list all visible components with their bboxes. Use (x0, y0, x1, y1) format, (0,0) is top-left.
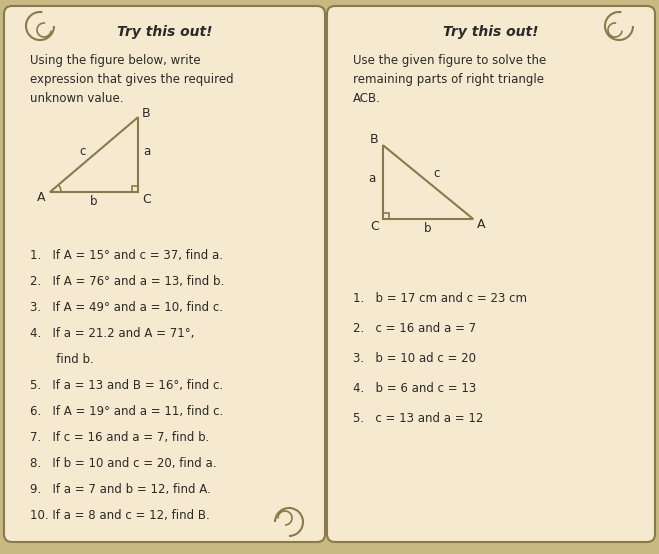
Text: 4.   b = 6 and c = 13: 4. b = 6 and c = 13 (353, 382, 476, 395)
Text: b: b (424, 222, 432, 235)
Text: 5.   c = 13 and a = 12: 5. c = 13 and a = 12 (353, 412, 483, 425)
Text: 1.   b = 17 cm and c = 23 cm: 1. b = 17 cm and c = 23 cm (353, 292, 527, 305)
Text: 2.   c = 16 and a = 7: 2. c = 16 and a = 7 (353, 322, 476, 335)
Text: find b.: find b. (30, 353, 94, 366)
Text: 5.   If a = 13 and B = 16°, find c.: 5. If a = 13 and B = 16°, find c. (30, 379, 223, 392)
FancyBboxPatch shape (4, 6, 325, 542)
Text: 7.   If c = 16 and a = 7, find b.: 7. If c = 16 and a = 7, find b. (30, 431, 210, 444)
Text: 10. If a = 8 and c = 12, find B.: 10. If a = 8 and c = 12, find B. (30, 509, 210, 522)
Text: Using the figure below, write
expression that gives the required
unknown value.: Using the figure below, write expression… (30, 54, 234, 105)
Text: 2.   If A = 76° and a = 13, find b.: 2. If A = 76° and a = 13, find b. (30, 275, 224, 288)
Text: Try this out!: Try this out! (117, 25, 212, 39)
Text: c: c (433, 167, 440, 180)
Text: A: A (37, 191, 45, 204)
Text: 3.   If A = 49° and a = 10, find c.: 3. If A = 49° and a = 10, find c. (30, 301, 223, 314)
Text: A: A (477, 218, 486, 231)
Text: C: C (142, 193, 151, 206)
Text: c: c (80, 145, 86, 157)
Text: 4.   If a = 21.2 and A = 71°,: 4. If a = 21.2 and A = 71°, (30, 327, 194, 340)
FancyBboxPatch shape (327, 6, 655, 542)
Text: 8.   If b = 10 and c = 20, find a.: 8. If b = 10 and c = 20, find a. (30, 457, 217, 470)
Text: B: B (370, 133, 379, 146)
Text: 1.   If A = 15° and c = 37, find a.: 1. If A = 15° and c = 37, find a. (30, 249, 223, 262)
Text: a: a (368, 172, 376, 185)
Text: 6.   If A = 19° and a = 11, find c.: 6. If A = 19° and a = 11, find c. (30, 405, 223, 418)
Text: Use the given figure to solve the
remaining parts of right triangle
ACB.: Use the given figure to solve the remain… (353, 54, 546, 105)
Text: C: C (370, 220, 379, 233)
Text: 9.   If a = 7 and b = 12, find A.: 9. If a = 7 and b = 12, find A. (30, 483, 211, 496)
Text: b: b (90, 195, 98, 208)
Text: B: B (142, 107, 151, 120)
Text: Try this out!: Try this out! (444, 25, 539, 39)
Text: a: a (144, 145, 151, 157)
Text: 3.   b = 10 ad c = 20: 3. b = 10 ad c = 20 (353, 352, 476, 365)
